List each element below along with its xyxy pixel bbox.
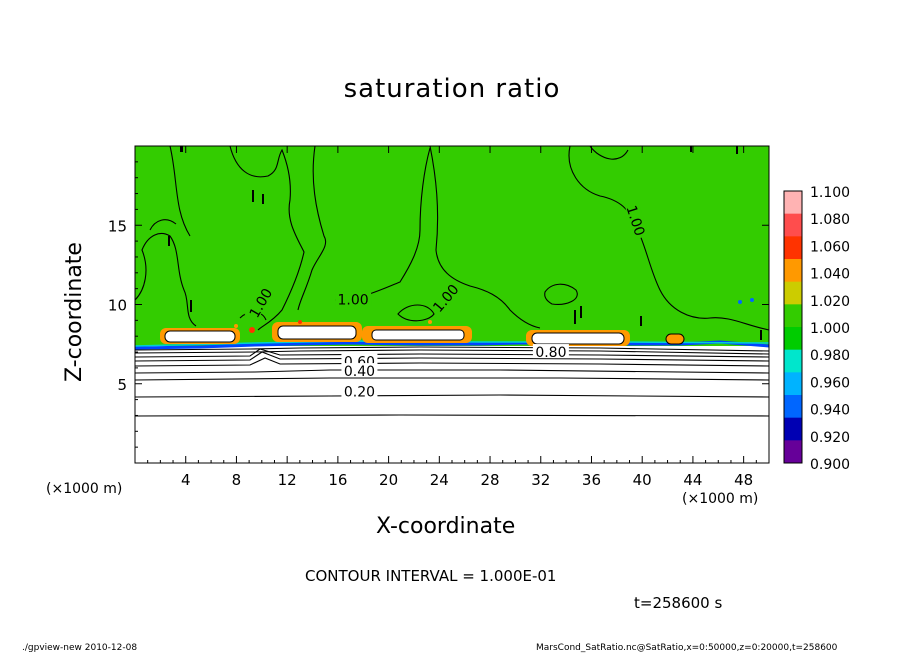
contour-label-bg <box>624 200 650 240</box>
colorbar-level-label: 1.020 <box>810 294 850 310</box>
colorbar: 1.100 1.080 1.060 1.040 1.020 1.000 0.980 0.960… <box>783 185 850 473</box>
contour-interval-label: CONTOUR INTERVAL = 1.000E-01 <box>305 567 557 585</box>
colorbar-level-label: 1.100 <box>810 185 850 201</box>
contour-label: 1.00 <box>622 200 650 240</box>
supersat-region <box>135 146 769 346</box>
y-tick-label: 15 <box>108 217 127 235</box>
y-axis-label: Z-coordinate <box>62 242 87 382</box>
x-axis: 4 8 12 16 20 24 28 32 36 40 44 48 <box>147 146 757 489</box>
x-tick-label: 32 <box>531 471 550 489</box>
subsaturated-contours <box>135 346 769 417</box>
colorbar-level-label: 1.060 <box>810 239 850 255</box>
colorbar-level-label: 0.940 <box>810 403 850 419</box>
footer-left: ./gpview-new 2010-12-08 <box>22 643 138 653</box>
contour-label-bg <box>341 383 378 398</box>
contour-label: 1.00 <box>335 291 372 309</box>
plot-area: 1.00 1.001.001.000.800.600.400.20 <box>134 145 770 464</box>
contour-label-bg <box>341 363 378 378</box>
colorbar-level-label: 0.920 <box>810 430 850 446</box>
x-tick-label: 40 <box>633 471 652 489</box>
x-tick-label: 12 <box>278 471 297 489</box>
x-tick-label: 4 <box>181 471 191 489</box>
supersat-patches <box>160 298 754 346</box>
contour-label-text: 0.20 <box>344 385 375 401</box>
x-tick-label: 36 <box>582 471 601 489</box>
colorbar-swatch <box>784 417 802 441</box>
noise-marks <box>168 146 762 340</box>
colorbar-level-label: 1.080 <box>810 212 850 228</box>
x-tick-label: 48 <box>734 471 753 489</box>
x-axis-label: X-coordinate <box>376 514 516 539</box>
colorbar-swatch <box>784 213 802 237</box>
x-tick-label: 28 <box>480 471 499 489</box>
x-tick-label: 16 <box>328 471 347 489</box>
colorbar-swatch <box>784 395 802 419</box>
colorbar-level-label: 0.980 <box>810 348 850 364</box>
colorbar-level-label: 1.000 <box>810 321 850 337</box>
contour-label-bg <box>335 291 372 306</box>
contour-label: 0.80 <box>532 344 569 361</box>
x-tick-label: 8 <box>232 471 242 489</box>
x-unit-label-right: (×1000 m) <box>682 491 759 507</box>
contour-label-text: 1.00 <box>338 293 369 309</box>
y-tick-label: 5 <box>117 376 127 394</box>
x-tick-label: 24 <box>430 471 449 489</box>
colorbar-swatch <box>784 327 802 351</box>
contour-label-text: 0.80 <box>535 345 566 361</box>
chart-title: saturation ratio <box>343 74 561 104</box>
colorbar-swatch <box>784 191 802 215</box>
y-axis: 5 10 15 <box>108 161 769 448</box>
colorbar-swatch <box>784 372 802 396</box>
colorbar-level-label: 0.900 <box>810 457 850 473</box>
contour-label-bg <box>532 344 569 359</box>
x-tick-label: 44 <box>683 471 702 489</box>
colorbar-swatch <box>784 236 802 260</box>
contour-labels: 1.00 1.001.001.000.800.600.400.20 <box>244 200 650 401</box>
y-tick-label: 10 <box>108 297 127 315</box>
contour-label-bg <box>244 283 275 322</box>
contour-label-bg <box>427 279 462 316</box>
contour-label: 0.40 <box>341 363 378 380</box>
colorbar-swatch <box>784 304 802 328</box>
footer-right: MarsCond_SatRatio.nc@SatRatio,x=0:50000,… <box>536 643 838 653</box>
colorbar-swatch <box>784 259 802 283</box>
colorbar-level-label: 1.040 <box>810 267 850 283</box>
x-tick-label: 20 <box>379 471 398 489</box>
contour-label-text: 0.40 <box>344 364 375 380</box>
contour-label: 0.20 <box>341 383 378 401</box>
colorbar-swatch <box>784 281 802 305</box>
colorbar-swatch <box>784 440 802 464</box>
colorbar-level-label: 0.960 <box>810 375 850 391</box>
x-unit-label-left: (×1000 m) <box>46 481 123 497</box>
colorbar-frame <box>783 190 803 464</box>
time-label: t=258600 s <box>634 594 723 612</box>
colorbar-swatch <box>784 349 802 373</box>
